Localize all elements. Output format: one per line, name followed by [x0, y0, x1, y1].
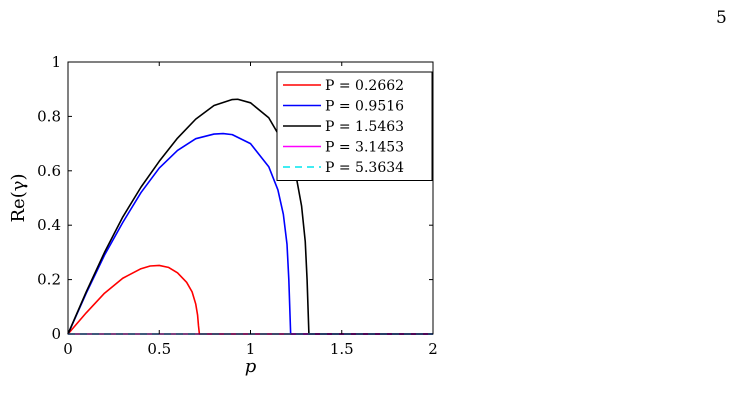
series-line-2 [67, 132, 433, 335]
y-tick-label: 0.6 [37, 162, 61, 180]
x-tick-label: 1 [246, 340, 256, 358]
legend-label: P = 5.3634 [325, 160, 404, 176]
series-line-3 [67, 98, 433, 335]
x-tick-label: 0.5 [147, 340, 171, 358]
y-tick-label: 0.2 [37, 271, 61, 289]
x-tick-label: 0 [63, 340, 73, 358]
y-tick-label: 0 [51, 325, 61, 343]
x-tick-label: 2 [428, 340, 438, 358]
legend-label: P = 3.1453 [325, 140, 404, 156]
y-tick-label: 0.8 [37, 107, 61, 125]
legend-label: P = 0.9516 [325, 99, 404, 115]
x-tick-label: 1.5 [330, 340, 354, 358]
y-axis-label: Re(γ) [8, 173, 29, 222]
y-tick-label: 1 [51, 53, 61, 71]
y-tick-label: 0.4 [37, 216, 61, 234]
y-axis-ticks: 0 0.2 0.4 0.6 0.8 1 [37, 53, 433, 343]
legend-label: P = 0.2662 [325, 78, 404, 94]
x-axis-label: p [245, 356, 257, 377]
legend-label: P = 1.5463 [325, 119, 404, 135]
page-number: 5 [716, 8, 727, 28]
series-line-1 [67, 264, 433, 335]
legend: P = 0.2662 P = 0.9516 P = 1.5463 P = 3.1453… [276, 71, 433, 181]
x-axis-ticks: 0 0.5 1 1.5 2 [63, 62, 438, 358]
